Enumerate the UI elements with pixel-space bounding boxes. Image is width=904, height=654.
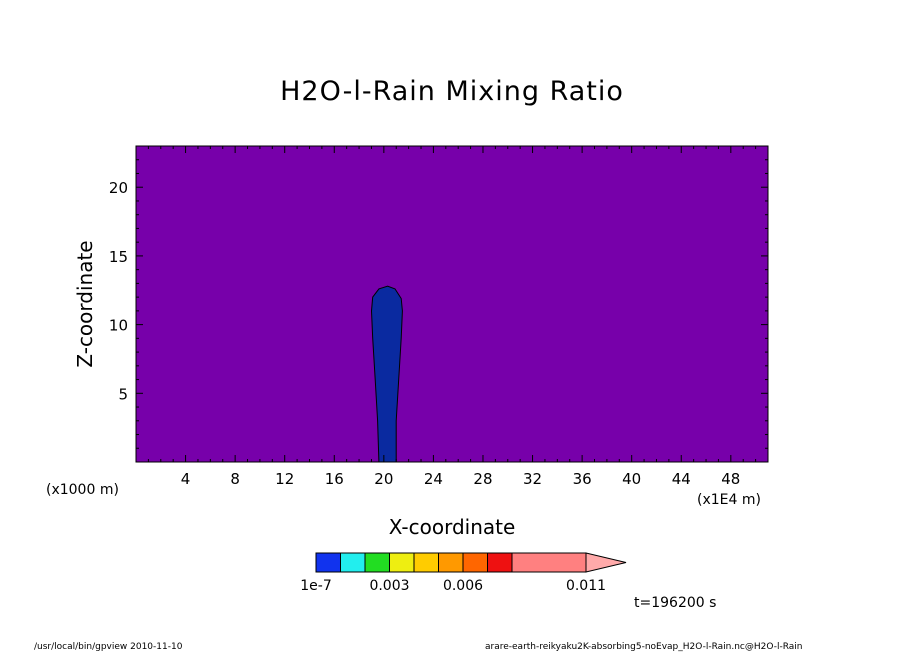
x-tick-label: 36 — [573, 470, 592, 488]
colorbar-box — [389, 552, 415, 573]
x-unit-note: (x1E4 m) — [697, 492, 761, 508]
y-tick-label: 20 — [109, 179, 128, 197]
x-tick-label: 20 — [374, 470, 393, 488]
rain-column-contour — [370, 285, 403, 463]
x-tick-label: 32 — [523, 470, 542, 488]
y-tick-label: 15 — [109, 248, 128, 266]
plot-frame — [135, 145, 769, 463]
x-tick-label: 28 — [473, 470, 492, 488]
colorbar-label: 0.003 — [369, 578, 409, 594]
colorbar-box — [315, 552, 341, 573]
colorbar: 1e-7 0.003 0.006 0.011 — [300, 552, 627, 594]
x-tick-label: 4 — [181, 470, 191, 488]
footer-file: arare-earth-reikyaku2K-absorbing5-noEvap… — [485, 642, 803, 652]
colorbar-extend-triangle — [585, 552, 627, 573]
y-tick-label: 5 — [118, 385, 128, 403]
chart-title: H2O-l-Rain Mixing Ratio — [280, 76, 624, 107]
x-tick-label: 24 — [424, 470, 443, 488]
x-tick-label: 48 — [721, 470, 740, 488]
colorbar-box — [340, 552, 366, 573]
z-unit-note: (x1000 m) — [46, 482, 119, 498]
footer-command: /usr/local/bin/gpview 2010-11-10 — [34, 642, 183, 652]
plot-area — [136, 146, 768, 462]
x-tick-label: 40 — [622, 470, 641, 488]
colorbar-box — [487, 552, 513, 573]
colorbar-label: 0.011 — [566, 578, 606, 594]
colorbar-box — [438, 552, 464, 573]
x-tick-label: 44 — [672, 470, 691, 488]
y-axis: 5 10 15 20 — [109, 159, 768, 449]
y-tick-label: 10 — [109, 317, 128, 335]
x-tick-label: 8 — [230, 470, 240, 488]
x-tick-label: 12 — [275, 470, 294, 488]
time-label: t=196200 s — [634, 595, 717, 611]
colorbar-box — [413, 552, 439, 573]
colorbar-label: 1e-7 — [300, 578, 331, 594]
colorbar-box — [364, 552, 390, 573]
x-axis-label: X-coordinate — [388, 515, 516, 539]
y-axis-label: Z-coordinate — [73, 240, 97, 367]
colorbar-label: 0.006 — [443, 578, 483, 594]
x-axis: 4 8 12 16 20 24 28 32 36 40 44 48 — [147, 146, 757, 488]
colorbar-box — [462, 552, 488, 573]
x-tick-label: 16 — [325, 470, 344, 488]
colorbar-box — [511, 552, 587, 573]
